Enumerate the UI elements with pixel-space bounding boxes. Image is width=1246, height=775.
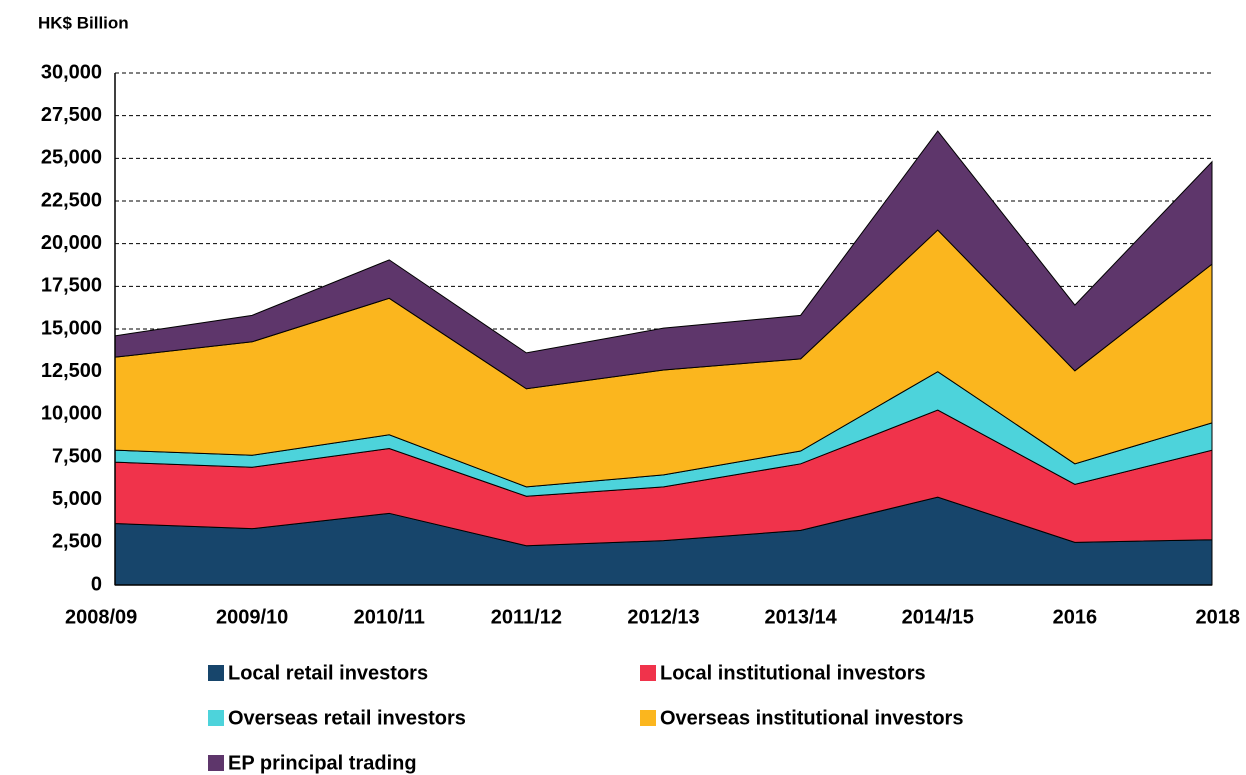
x-tick-label: 2010/11 [354,606,425,628]
legend-swatch [640,710,656,726]
x-tick-label: 2009/10 [216,606,288,628]
y-tick-label: 10,000 [41,403,102,425]
legend-swatch [640,665,656,681]
y-tick-label: 12,500 [41,360,102,382]
y-tick-label: 5,000 [52,488,102,510]
y-tick-label: 22,500 [41,189,102,211]
y-tick-label: 17,500 [41,275,102,297]
x-tick-label: 2012/13 [627,606,699,628]
x-tick-label: 2018 [1196,606,1241,628]
x-tick-label: 2011/12 [491,606,562,628]
x-tick-label: 2008/09 [65,606,137,628]
y-tick-label: 7,500 [52,445,102,467]
x-tick-label: 2016 [1053,606,1098,628]
legend-label: EP principal trading [228,752,417,774]
legend-label: Overseas institutional investors [660,707,963,729]
legend-swatch [208,755,224,771]
legend-label: Local retail investors [228,662,428,684]
area [114,130,1213,390]
legend-label: Local institutional investors [660,662,926,684]
y-axis-label: HK$ Billion [38,13,129,32]
legend-swatch [208,665,224,681]
y-tick-label: 0 [91,573,102,595]
y-tick-label: 2,500 [52,531,102,553]
y-tick-label: 20,000 [41,232,102,254]
y-tick-label: 25,000 [41,147,102,169]
y-tick-label: 15,000 [41,317,102,339]
legend-swatch [208,710,224,726]
x-tick-label: 2013/14 [764,606,837,628]
legend-label: Overseas retail investors [228,707,466,729]
x-tick-label: 2014/15 [902,606,974,628]
y-tick-label: 30,000 [41,61,102,83]
y-tick-label: 27,500 [41,104,102,126]
